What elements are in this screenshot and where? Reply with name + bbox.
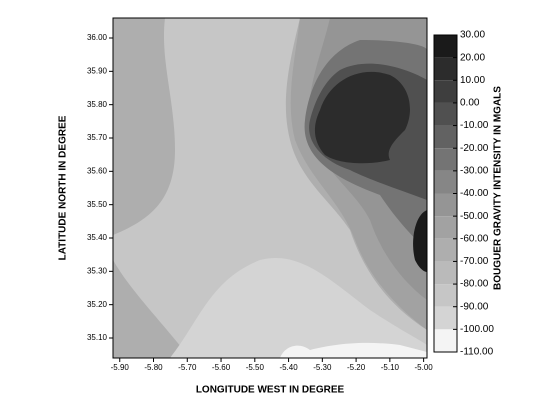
x-tick-label: -5.90 bbox=[111, 363, 130, 372]
colorbar-label: -90.00 bbox=[460, 301, 489, 312]
x-axis-title: LONGITUDE WEST IN DEGREE bbox=[196, 385, 345, 396]
y-tick-label: 35.50 bbox=[87, 200, 108, 209]
x-tick-label: -5.60 bbox=[212, 363, 231, 372]
colorbar-band bbox=[434, 238, 457, 262]
x-tick-label: -5.30 bbox=[313, 363, 332, 372]
colorbar-band bbox=[434, 306, 457, 330]
colorbar-label: 10.00 bbox=[460, 75, 485, 86]
contour-region bbox=[170, 258, 427, 358]
colorbar-label: -70.00 bbox=[460, 256, 489, 267]
colorbar-label: -80.00 bbox=[460, 279, 489, 290]
x-tick-label: -5.80 bbox=[144, 363, 163, 372]
colorbar-label: -100.00 bbox=[460, 324, 494, 335]
colorbar-label: -60.00 bbox=[460, 233, 489, 244]
plot-frame bbox=[112, 17, 428, 359]
contour-region bbox=[413, 210, 427, 272]
colorbar-label: -30.00 bbox=[460, 165, 489, 176]
colorbar-band bbox=[434, 35, 457, 58]
colorbar-label: 20.00 bbox=[460, 52, 485, 63]
y-tick-label: 35.60 bbox=[87, 166, 108, 175]
colorbar-label: -40.00 bbox=[460, 188, 489, 199]
y-tick-label: 35.70 bbox=[87, 133, 108, 142]
colorbar-band bbox=[434, 148, 457, 171]
colorbar-label: -110.00 bbox=[460, 347, 494, 358]
y-tick-label: 35.40 bbox=[87, 233, 108, 242]
colorbar-band bbox=[434, 329, 457, 352]
x-tick-label: -5.40 bbox=[279, 363, 298, 372]
colorbar-band bbox=[434, 170, 457, 194]
y-axis-title: LATITUDE NORTH IN DEGREE bbox=[58, 115, 69, 260]
colorbar-band bbox=[434, 80, 457, 103]
colorbar-title: BOUGUER GRAVITY INTENSITY IN MGALS bbox=[493, 86, 504, 290]
colorbar-band bbox=[434, 261, 457, 285]
x-tick-label: -5.10 bbox=[381, 363, 400, 372]
colorbar-band bbox=[434, 193, 457, 217]
colorbar-band bbox=[434, 57, 457, 81]
y-tick-label: 35.30 bbox=[87, 266, 108, 275]
colorbar-band bbox=[434, 284, 457, 307]
colorbar-label: -50.00 bbox=[460, 211, 489, 222]
x-tick-label: -5.20 bbox=[347, 363, 366, 372]
colorbar-label: 30.00 bbox=[460, 30, 485, 41]
y-tick-label: 35.10 bbox=[87, 333, 108, 342]
x-tick-label: -5.50 bbox=[246, 363, 265, 372]
y-tick-label: 35.80 bbox=[87, 100, 108, 109]
y-tick-label: 35.90 bbox=[87, 66, 108, 75]
colorbar-label: -10.00 bbox=[460, 120, 489, 131]
colorbar-band bbox=[434, 102, 457, 126]
colorbar-label: -20.00 bbox=[460, 143, 489, 154]
contour-region bbox=[113, 18, 427, 358]
contour-region bbox=[280, 342, 427, 358]
y-tick-label: 36.00 bbox=[87, 33, 108, 42]
x-tick-label: -5.70 bbox=[178, 363, 197, 372]
contour-region bbox=[314, 71, 410, 164]
colorbar-label: 0.00 bbox=[460, 98, 480, 109]
x-tick-label: -5.00 bbox=[415, 363, 434, 372]
colorbar-band bbox=[434, 125, 457, 149]
colorbar-band bbox=[434, 216, 457, 239]
y-tick-label: 35.20 bbox=[87, 300, 108, 309]
